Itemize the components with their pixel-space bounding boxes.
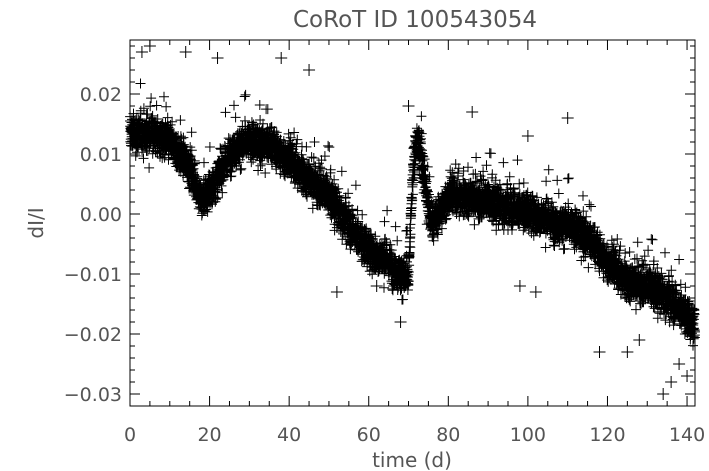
y-tick-label: −0.01 <box>64 264 122 286</box>
outlier-point <box>466 106 479 118</box>
outlier-point <box>370 280 383 292</box>
y-tick-label: 0.01 <box>80 144 122 166</box>
x-tick-label: 80 <box>436 424 460 446</box>
chart-title: CoRoT ID 100543054 <box>293 7 537 33</box>
outlier-point <box>529 286 542 298</box>
x-tick-label: 100 <box>510 424 546 446</box>
x-tick-label: 20 <box>197 424 221 446</box>
outlier-point <box>211 52 224 64</box>
x-axis-label: time (d) <box>372 448 452 471</box>
y-tick-label: −0.02 <box>64 324 122 346</box>
outlier-point <box>633 334 646 346</box>
y-tick-label: 0.00 <box>80 204 122 226</box>
outlier-point <box>275 52 288 64</box>
x-tick-label: 120 <box>589 424 625 446</box>
point-cloud <box>125 78 700 351</box>
y-axis-ticks: −0.03 −0.02 −0.01 0.00 0.01 0.02 <box>64 45 695 406</box>
outlier-point <box>179 46 192 58</box>
outlier-point <box>303 64 316 76</box>
x-tick-label: 40 <box>277 424 301 446</box>
outlier-point <box>593 346 606 358</box>
y-axis-label: dI/I <box>24 207 48 238</box>
x-tick-label: 140 <box>669 424 705 446</box>
outlier-point <box>513 280 526 292</box>
y-tick-label: −0.03 <box>64 384 122 406</box>
outlier-point <box>561 112 574 124</box>
x-tick-label: 0 <box>124 424 136 446</box>
x-tick-label: 60 <box>357 424 381 446</box>
outlier-point <box>402 100 415 112</box>
outlier-point <box>665 376 678 388</box>
y-tick-label: 0.02 <box>80 84 122 106</box>
x-axis-ticks: 0 20 40 60 80 100 120 140 <box>124 40 705 446</box>
outlier-point <box>521 130 534 142</box>
outlier-point <box>657 388 670 400</box>
outlier-point <box>394 316 407 328</box>
plot-frame <box>129 39 696 407</box>
outlier-point <box>621 346 634 358</box>
outlier-point <box>681 370 694 382</box>
outlier-point <box>673 358 686 370</box>
data-points <box>125 40 700 400</box>
outlier-point <box>330 286 343 298</box>
outlier-point <box>135 46 148 58</box>
